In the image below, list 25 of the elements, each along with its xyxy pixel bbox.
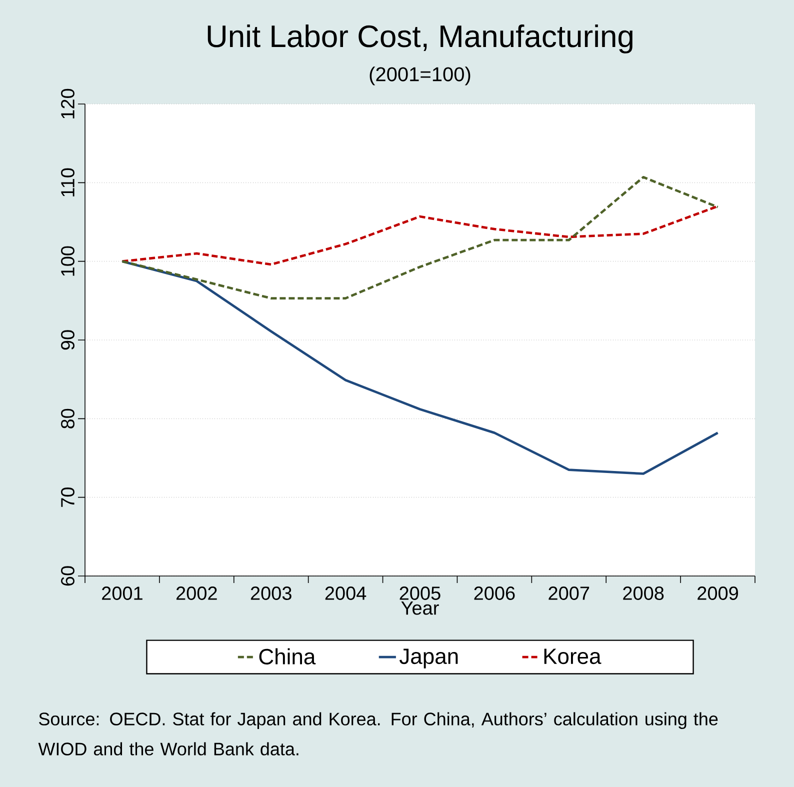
x-tick-label: 2007 (548, 586, 590, 600)
legend-label: Japan (399, 648, 458, 668)
y-tick-label: 90 (61, 330, 74, 350)
x-axis-title: Year (401, 602, 439, 615)
x-tick-label: 2005 (400, 586, 440, 600)
x-tick-label: 2008 (623, 586, 664, 600)
legend-label: Korea (544, 648, 602, 664)
legend-label: China (259, 648, 316, 664)
chart-subtitle: (2001=100) (370, 66, 470, 86)
y-tick-label: 70 (61, 488, 74, 507)
x-tick-label: 2003 (250, 586, 292, 600)
chart-title: Unit Labor Cost, Manufacturing (208, 24, 632, 54)
y-tick-label: 110 (61, 168, 74, 196)
x-tick-label: 2009 (698, 586, 738, 600)
y-tick-label: 60 (61, 566, 74, 586)
y-tick-label: 80 (61, 408, 74, 428)
line-series (121, 176, 719, 300)
y-tick-label: 100 (61, 246, 74, 276)
x-tick-label: 2002 (176, 586, 217, 600)
source-note: Source: OECD. Stat for Japan and Korea. For China, Authors’ calculation using the WIOD and the World Bank data. (38, 712, 718, 756)
line-series (121, 205, 719, 266)
x-tick-label: 2004 (325, 586, 366, 600)
y-tick-label: 120 (61, 88, 74, 118)
x-tick-label: 2006 (474, 586, 515, 600)
x-tick-label: 2001 (102, 586, 142, 600)
